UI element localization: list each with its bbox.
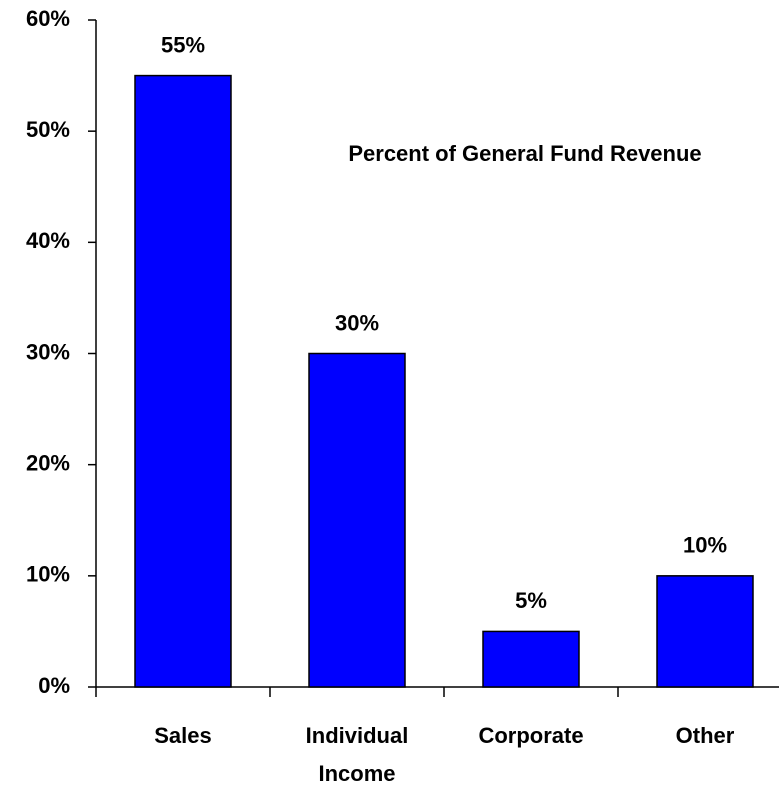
bar <box>656 575 754 688</box>
y-tick-label: 10% <box>26 562 70 587</box>
value-label: 55% <box>161 32 205 57</box>
bar <box>134 74 232 688</box>
bar <box>482 630 580 688</box>
y-tick-label: 0% <box>38 673 70 698</box>
y-tick-label: 60% <box>26 6 70 31</box>
value-label: 30% <box>335 310 379 335</box>
y-tick-label: 40% <box>26 228 70 253</box>
x-tick-label: Other <box>676 723 735 748</box>
value-label: 5% <box>515 588 547 613</box>
chart-title: Percent of General Fund Revenue <box>348 141 701 166</box>
x-tick-label: Corporate <box>478 723 583 748</box>
bar <box>308 352 406 688</box>
x-tick-label: Individual Income <box>306 723 409 786</box>
y-tick-label: 30% <box>26 339 70 364</box>
y-tick-label: 20% <box>26 450 70 475</box>
value-label: 10% <box>683 533 727 558</box>
y-tick-label: 50% <box>26 117 70 142</box>
x-tick-label: Sales <box>154 723 212 748</box>
